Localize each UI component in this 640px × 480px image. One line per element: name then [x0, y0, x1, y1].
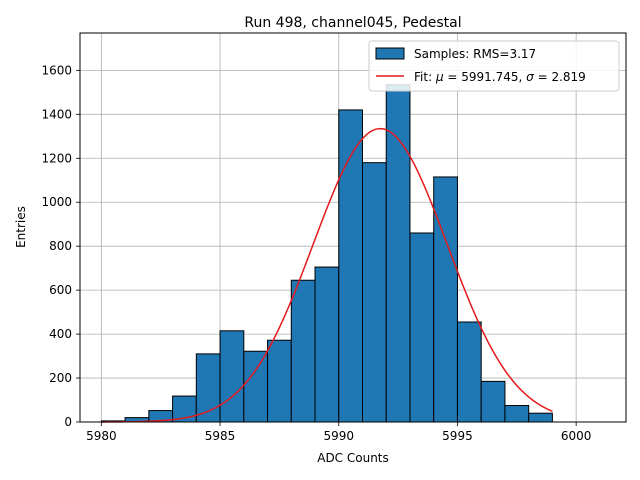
histogram-bar [314, 266, 340, 423]
histogram-bar [290, 279, 316, 423]
y-axis-label: Entries [14, 206, 28, 248]
legend-fit-mu-symbol: μ [435, 70, 444, 84]
legend-fit-sigma-symbol: σ [526, 70, 534, 84]
legend-fit-sigma-value: = 2.819 [534, 70, 586, 84]
x-axis-label: ADC Counts [317, 451, 389, 465]
legend: Samples: RMS=3.17 Fit: μ = 5991.745, σ =… [368, 40, 620, 92]
y-tick-label: 1400 [41, 107, 72, 121]
histogram-bar [504, 405, 530, 423]
x-axis-ticks: 5980 5985 5990 5995 6000 [86, 422, 591, 443]
histogram-bar [267, 339, 292, 423]
legend-histogram-swatch [375, 47, 405, 60]
histogram-bar [433, 176, 458, 423]
histogram-bar [456, 321, 482, 423]
histogram-bar [480, 380, 506, 423]
x-tick-label: 5980 [86, 429, 117, 443]
legend-fit-label: Fit: μ = 5991.745, σ = 2.819 [414, 70, 586, 84]
x-tick-label: 5990 [323, 429, 354, 443]
fit-curve [101, 127, 553, 423]
y-axis-ticks: 0 200 400 600 800 1000 1200 1400 1600 [41, 63, 80, 429]
histogram-bar [219, 330, 245, 423]
legend-fit-mu-value: = 5991.745, [444, 70, 527, 84]
chart-title: Run 498, channel045, Pedestal [244, 15, 461, 31]
histogram-bar [528, 412, 553, 423]
x-tick-label: 5985 [205, 429, 236, 443]
x-tick-label: 6000 [561, 429, 592, 443]
histogram-bar [409, 232, 435, 423]
histogram-bar [385, 84, 411, 423]
y-tick-label: 400 [49, 327, 72, 341]
histogram-bar [361, 162, 387, 423]
y-tick-label: 200 [49, 371, 72, 385]
histogram-bar [243, 350, 269, 423]
y-tick-label: 1600 [41, 63, 72, 77]
legend-histogram-label: Samples: RMS=3.17 [414, 47, 536, 61]
y-tick-label: 0 [64, 415, 72, 429]
y-tick-label: 1200 [41, 151, 72, 165]
x-tick-label: 5995 [442, 429, 473, 443]
histogram-bars [100, 84, 553, 423]
legend-box [368, 40, 620, 92]
axes-frame [79, 32, 627, 423]
y-tick-label: 800 [49, 239, 72, 253]
legend-fit-prefix: Fit: [414, 70, 436, 84]
y-tick-label: 1000 [41, 195, 72, 209]
y-tick-label: 600 [49, 283, 72, 297]
